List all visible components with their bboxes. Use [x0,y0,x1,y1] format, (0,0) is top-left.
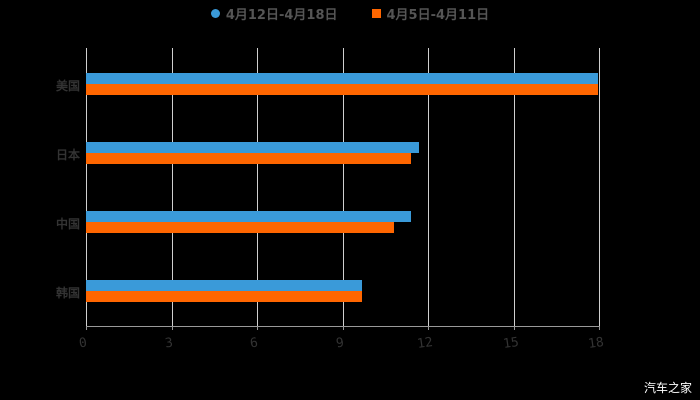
bar-series-1[interactable] [86,280,362,291]
bar-series-1[interactable] [86,73,598,84]
circle-marker-icon [211,9,220,18]
chart-legend: 4月12日-4月18日 4月5日-4月11日 [0,4,700,23]
legend-item-series-2[interactable]: 4月5日-4月11日 [372,4,490,23]
x-tick-label: 9 [335,336,345,352]
bar-series-2[interactable] [86,222,394,233]
x-tick-label: 3 [164,336,174,352]
y-category-label: 美国 [44,77,80,94]
x-tick-label: 6 [249,336,259,352]
square-marker-icon [372,9,381,18]
watermark: 汽车之家 [644,379,692,396]
legend-label: 4月12日-4月18日 [226,4,338,23]
y-category-label: 日本 [44,146,80,163]
legend-item-series-1[interactable]: 4月12日-4月18日 [211,4,338,23]
bar-series-2[interactable] [86,291,362,302]
x-tick-label: 0 [78,336,88,352]
x-tick-label: 12 [416,335,434,352]
x-tick-label: 18 [587,335,605,352]
y-category-label: 中国 [44,215,80,232]
bar-series-1[interactable] [86,142,419,153]
x-tick-label: 15 [502,335,520,352]
bar-series-2[interactable] [86,153,411,164]
gridline [599,48,600,326]
x-axis-line [86,326,600,327]
y-category-label: 韩国 [44,284,80,301]
bar-series-2[interactable] [86,84,598,95]
legend-label: 4月5日-4月11日 [387,4,490,23]
bar-series-1[interactable] [86,211,411,222]
